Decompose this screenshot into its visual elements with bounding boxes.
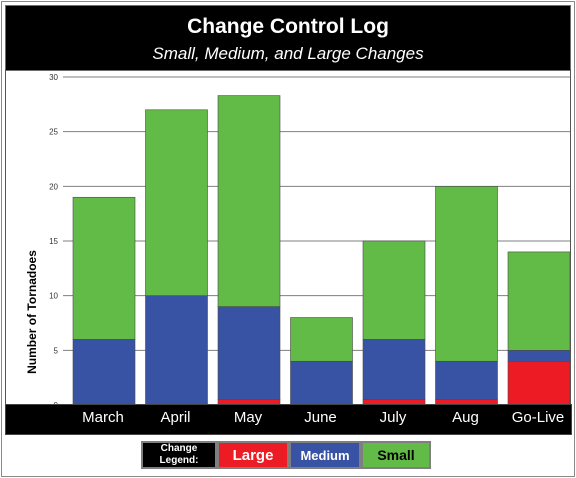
y-tick-label: 5: [54, 346, 59, 355]
bar-medium-july: [362, 339, 426, 400]
x-tick-label-may: May: [233, 409, 263, 426]
y-tick-label: 30: [49, 73, 58, 82]
y-tick-label: 10: [49, 292, 58, 301]
bar-small-may: [217, 95, 281, 307]
x-tick-label-aug: Aug: [452, 409, 479, 426]
legend-title: Change Legend:: [141, 441, 217, 469]
legend-title-line1: Change: [160, 443, 198, 454]
legend-item-small: Small: [361, 441, 431, 469]
bar-small-go-live: [507, 251, 570, 351]
legend: Change Legend: Large Medium Small: [141, 441, 431, 471]
bar-small-april: [145, 109, 208, 296]
bar-small-june: [290, 317, 353, 362]
legend-title-line2: Legend:: [159, 455, 199, 466]
bar-medium-march: [72, 339, 136, 406]
y-tick-label: 20: [49, 182, 58, 191]
x-tick-label-june: June: [304, 409, 337, 426]
chart-svg: 051015202530: [49, 73, 570, 410]
chart-title: Change Control Log: [187, 15, 389, 38]
bar-medium-may: [217, 306, 281, 400]
legend-item-large: Large: [217, 441, 289, 469]
x-tick-label-march: March: [82, 409, 124, 426]
chart-subtitle: Small, Medium, and Large Changes: [152, 44, 424, 63]
bar-medium-go-live: [507, 350, 570, 362]
bar-medium-june: [290, 360, 353, 406]
y-tick-label: 15: [49, 237, 58, 246]
y-tick-label: 25: [49, 128, 58, 137]
x-tick-label-july: July: [379, 409, 407, 426]
x-tick-label-april: April: [160, 409, 191, 426]
x-tick-label-go-live: Go-Live: [511, 409, 565, 426]
bar-large-go-live: [507, 360, 570, 406]
plot-area: 051015202530 Number of Tornadoes: [5, 69, 571, 435]
legend-item-medium: Medium: [289, 441, 361, 469]
bar-medium-april: [145, 295, 208, 406]
bar-small-july: [362, 240, 426, 340]
bar-small-aug: [435, 186, 498, 362]
bar-small-march: [72, 196, 136, 340]
y-axis-label: Number of Tornadoes: [25, 250, 39, 374]
title-bar: Change Control Log Small, Medium, and La…: [5, 5, 571, 71]
x-axis-bar: [5, 404, 572, 435]
bar-medium-aug: [435, 360, 498, 400]
